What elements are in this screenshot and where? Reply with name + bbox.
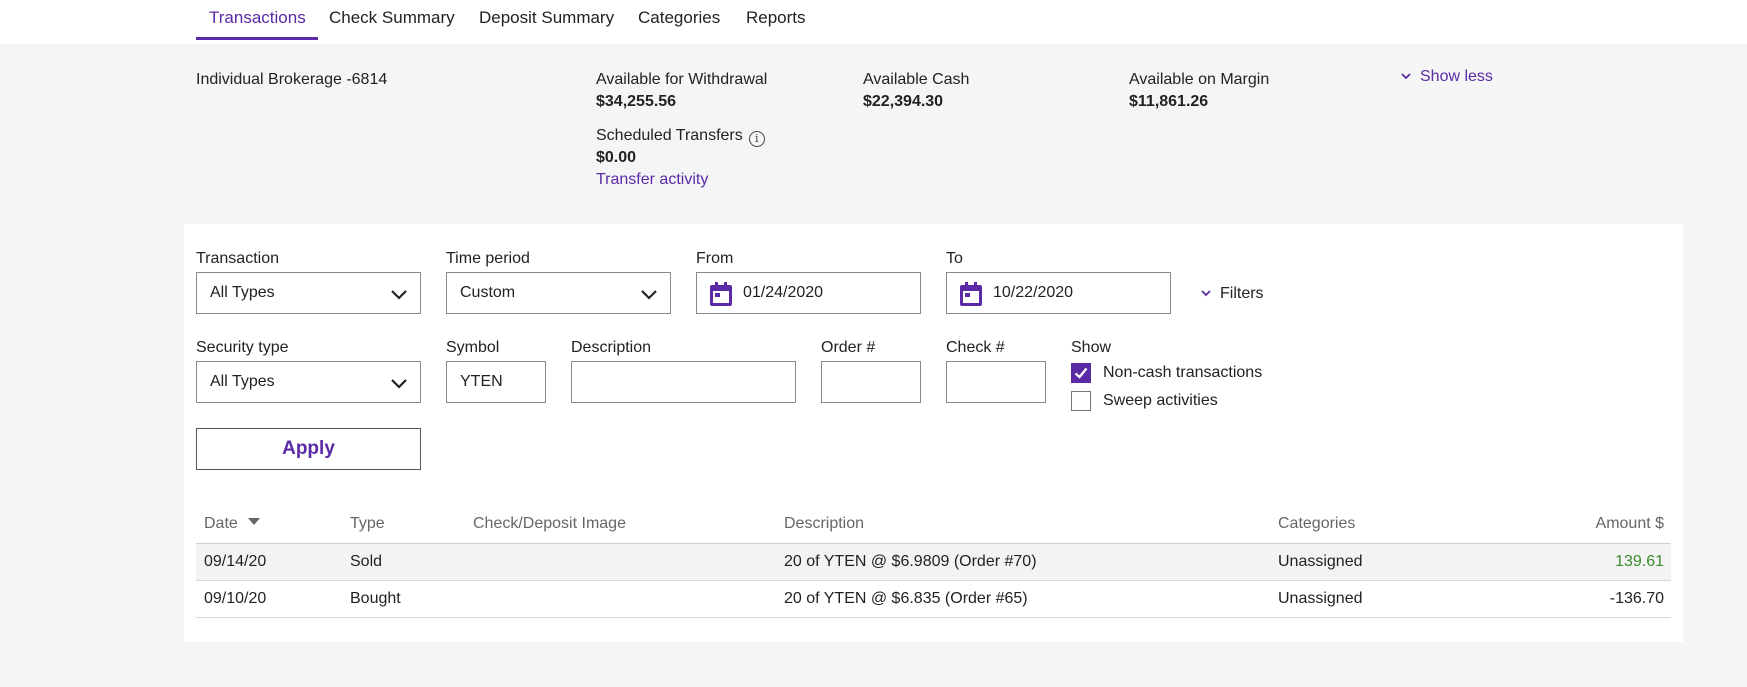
tab-reports[interactable]: Reports <box>746 8 806 27</box>
description-label: Description <box>571 339 652 356</box>
transfer-activity-link[interactable]: Transfer activity <box>596 171 709 188</box>
sweep-activities-checkbox[interactable] <box>1071 391 1091 411</box>
checkmark-icon <box>1074 367 1088 379</box>
time-period-select[interactable]: Custom <box>446 272 671 314</box>
table-header-divider <box>196 543 1671 544</box>
table-row: 09/14/20 Sold 20 of YTEN @ $6.9809 (Orde… <box>196 544 1671 581</box>
show-less-toggle[interactable]: Show less <box>1400 68 1493 86</box>
row-date: 09/14/20 <box>204 553 267 570</box>
categories-column-header: Categories <box>1278 515 1356 532</box>
row-category-link[interactable]: Unassigned <box>1278 590 1363 607</box>
top-tab-bar: Transactions Check Summary Deposit Summa… <box>0 0 1747 44</box>
transaction-label: Transaction <box>196 250 279 267</box>
available-withdrawal-label: Available for Withdrawal <box>596 71 768 88</box>
description-column-header: Description <box>784 515 865 532</box>
scheduled-transfers-label: Scheduled Transfers i <box>596 127 765 147</box>
security-type-value: All Types <box>210 373 275 390</box>
table-row: 09/10/20 Bought 20 of YTEN @ $6.835 (Ord… <box>196 581 1671 618</box>
order-label: Order # <box>821 339 876 356</box>
chevron-down-icon <box>641 290 657 300</box>
row-amount: -136.70 <box>1609 590 1664 607</box>
available-margin-label: Available on Margin <box>1129 71 1270 88</box>
available-cash-value: $22,394.30 <box>863 93 944 110</box>
security-type-label: Security type <box>196 339 289 356</box>
to-date-value: 10/22/2020 <box>993 284 1074 301</box>
transaction-type-value: All Types <box>210 284 275 301</box>
row-amount: 139.61 <box>1615 553 1664 570</box>
description-input[interactable] <box>571 361 796 403</box>
available-withdrawal-value: $34,255.56 <box>596 93 677 110</box>
date-column-header[interactable]: Date <box>204 515 261 533</box>
time-period-value: Custom <box>460 284 516 301</box>
transaction-type-select[interactable]: All Types <box>196 272 421 314</box>
row-description-link[interactable]: 20 of YTEN @ $6.835 (Order #65) <box>784 590 1028 607</box>
available-cash-label: Available Cash <box>863 71 970 88</box>
non-cash-checkbox[interactable] <box>1071 363 1091 383</box>
non-cash-label: Non-cash transactions <box>1103 364 1263 381</box>
to-date-input[interactable]: 10/22/2020 <box>946 272 1171 314</box>
sort-desc-icon <box>248 518 261 525</box>
available-margin-value: $11,861.26 <box>1129 93 1209 110</box>
time-period-label: Time period <box>446 250 530 267</box>
row-type: Sold <box>350 553 383 570</box>
from-date-input[interactable]: 01/24/2020 <box>696 272 921 314</box>
image-column-header: Check/Deposit Image <box>473 515 626 532</box>
calendar-icon <box>710 282 732 306</box>
tab-transactions[interactable]: Transactions <box>209 8 306 27</box>
symbol-value: YTEN <box>460 373 503 390</box>
filters-toggle[interactable]: Filters <box>1200 285 1264 303</box>
row-category-link[interactable]: Unassigned <box>1278 553 1363 570</box>
active-tab-indicator <box>196 37 318 40</box>
check-label: Check # <box>946 339 1005 356</box>
sweep-activities-label: Sweep activities <box>1103 392 1218 409</box>
security-type-select[interactable]: All Types <box>196 361 421 403</box>
chevron-down-icon <box>391 290 407 300</box>
date-header-label: Date <box>204 515 238 532</box>
chevron-down-icon <box>391 379 407 389</box>
type-column-header: Type <box>350 515 385 532</box>
from-date-value: 01/24/2020 <box>743 284 824 301</box>
filters-label: Filters <box>1220 285 1264 302</box>
row-type: Bought <box>350 590 401 607</box>
chevron-up-icon <box>1401 73 1411 80</box>
apply-button[interactable]: Apply <box>196 428 421 470</box>
to-label: To <box>946 250 963 267</box>
show-less-label: Show less <box>1420 68 1493 85</box>
show-label: Show <box>1071 339 1112 356</box>
scheduled-transfers-text: Scheduled Transfers <box>596 127 743 144</box>
row-description-link[interactable]: 20 of YTEN @ $6.9809 (Order #70) <box>784 553 1037 570</box>
tab-deposit-summary[interactable]: Deposit Summary <box>479 8 615 27</box>
scheduled-transfers-value: $0.00 <box>596 149 637 166</box>
calendar-icon <box>960 282 982 306</box>
amount-column-header: Amount $ <box>1595 515 1664 532</box>
tab-check-summary[interactable]: Check Summary <box>329 8 455 27</box>
account-name: Individual Brokerage -6814 <box>196 71 388 88</box>
chevron-down-icon <box>1201 290 1211 297</box>
symbol-label: Symbol <box>446 339 500 356</box>
symbol-input[interactable]: YTEN <box>446 361 546 403</box>
row-date: 09/10/20 <box>204 590 267 607</box>
check-number-input[interactable] <box>946 361 1046 403</box>
order-number-input[interactable] <box>821 361 921 403</box>
from-label: From <box>696 250 734 267</box>
tab-categories[interactable]: Categories <box>638 8 721 27</box>
info-icon[interactable]: i <box>748 131 765 147</box>
